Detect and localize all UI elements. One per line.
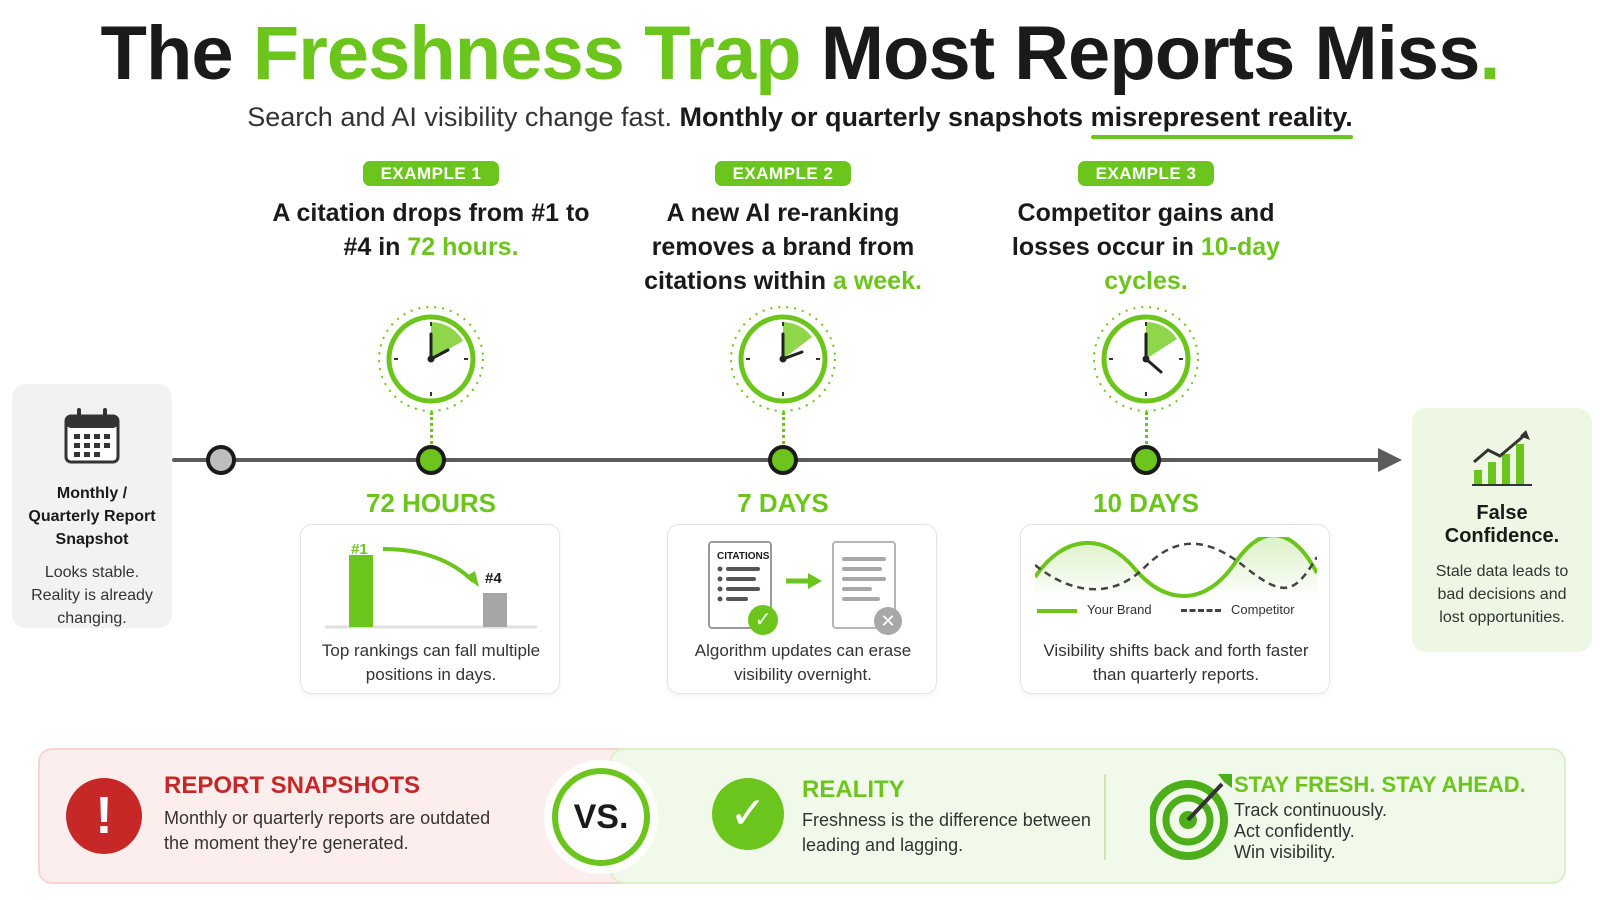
competitor-line <box>1035 542 1317 591</box>
rank-from-label: #1 <box>351 541 368 558</box>
alert-icon: ! <box>66 778 142 854</box>
report-snapshots-title: REPORT SNAPSHOTS <box>164 772 421 799</box>
connector-line <box>430 412 433 444</box>
example-3-card-text: Visibility shifts back and forth faster … <box>1043 641 1309 684</box>
your-brand-line <box>1035 537 1317 598</box>
calendar-icon <box>62 406 122 466</box>
page-title: The Freshness Trap Most Reports Miss. <box>100 11 1501 96</box>
example-3-card: Your Brand Competitor Visibility shifts … <box>1020 524 1330 694</box>
x-icon: ✕ <box>874 607 902 635</box>
example-2-tag: EXAMPLE 2 <box>714 161 852 186</box>
example-1-headline: A citation drops from #1 to #4 in 72 hou… <box>272 199 590 261</box>
legend-brand-label: Your Brand <box>1087 602 1152 617</box>
page-subtitle: Search and AI visibility change fast. Mo… <box>247 102 1353 139</box>
false-confidence-text: Stale data leads to bad decisions and lo… <box>1435 563 1569 626</box>
days-label-2: 7 DAYS <box>737 488 829 518</box>
rank-to-label: #4 <box>485 570 502 587</box>
snapshot-title: Monthly / Quarterly Report Snapshot <box>28 485 156 548</box>
snapshot-panel: Monthly / Quarterly Report Snapshot Look… <box>12 384 172 628</box>
divider <box>1104 774 1106 860</box>
legend-competitor-swatch <box>1181 609 1221 612</box>
check-icon: ✓ <box>748 605 778 635</box>
reality-text: Freshness is the difference between lead… <box>802 810 1091 855</box>
timeline-node-10d <box>1131 445 1161 475</box>
checkmark-icon: ✓ <box>712 778 784 850</box>
example-1-card: #1 #4 Top rankings can fall multiple pos… <box>300 524 560 694</box>
stay-fresh-line-3: Win visibility. <box>1234 842 1336 862</box>
stay-fresh-line-1: Track continuously. <box>1234 800 1388 820</box>
example-1-header: EXAMPLE 1 <box>271 161 591 186</box>
reality-title: REALITY <box>802 776 905 803</box>
subtitle-underlined: misrepresent reality. <box>1090 102 1353 139</box>
clock-icon <box>728 304 838 414</box>
days-label-1: 72 HOURS <box>365 488 497 518</box>
days-label-3: 10 DAYS <box>1093 488 1199 518</box>
ranking-drop-chart <box>325 547 537 629</box>
rank-4-bar <box>483 593 507 627</box>
vs-badge: VS. <box>552 768 650 866</box>
example-2-headline: A new AI re-ranking removes a brand from… <box>644 199 922 295</box>
example-2-card: CITATIONS ✓ ✕ Algorithm updates can eras… <box>667 524 937 694</box>
snapshot-text: Looks stable. Reality is already changin… <box>31 564 153 627</box>
rank-1-bar <box>349 555 373 627</box>
example-1-tag: EXAMPLE 1 <box>362 161 500 186</box>
example-2-card-text: Algorithm updates can erase visibility o… <box>694 641 912 684</box>
timeline-node-72h <box>416 445 446 475</box>
timeline-node-7d <box>768 445 798 475</box>
false-confidence-panel: False Confidence. Stale data leads to ba… <box>1412 408 1592 652</box>
stay-fresh-title: STAY FRESH. STAY AHEAD. <box>1234 772 1526 797</box>
clock-icon <box>1091 304 1201 414</box>
false-confidence-title: False Confidence. <box>1444 502 1560 547</box>
report-snapshots-panel: ! REPORT SNAPSHOTS Monthly or quarterly … <box>38 748 638 884</box>
cycle-wave-chart <box>1035 537 1317 601</box>
removed-doc-icon: ✕ <box>832 541 902 635</box>
title-highlight: Freshness Trap <box>252 11 802 96</box>
clock-icon <box>376 304 486 414</box>
example-3-header: EXAMPLE 3 <box>986 161 1306 186</box>
report-snapshots-text: Monthly or quarterly reports are outdate… <box>164 808 491 853</box>
citations-doc-icon: CITATIONS ✓ <box>708 541 778 635</box>
arrow-right-icon <box>784 571 824 591</box>
timeline-arrow-icon <box>1378 448 1402 472</box>
target-icon <box>1148 770 1236 860</box>
reality-panel: ✓ REALITY Freshness is the difference be… <box>610 748 1566 884</box>
connector-line <box>1145 412 1148 444</box>
bar-chart-trend-icon <box>1470 428 1534 488</box>
legend-brand-swatch <box>1037 609 1077 613</box>
citations-doc-label: CITATIONS <box>717 551 770 562</box>
example-3-tag: EXAMPLE 3 <box>1077 161 1215 186</box>
example-1-card-text: Top rankings can fall multiple positions… <box>321 641 541 684</box>
connector-line <box>782 412 785 444</box>
example-2-header: EXAMPLE 2 <box>623 161 943 186</box>
timeline-node-start <box>206 445 236 475</box>
stay-fresh-line-2: Act confidently. <box>1234 821 1355 841</box>
legend-competitor-label: Competitor <box>1231 602 1295 617</box>
example-3-headline: Competitor gains and losses occur in 10-… <box>1011 199 1281 295</box>
